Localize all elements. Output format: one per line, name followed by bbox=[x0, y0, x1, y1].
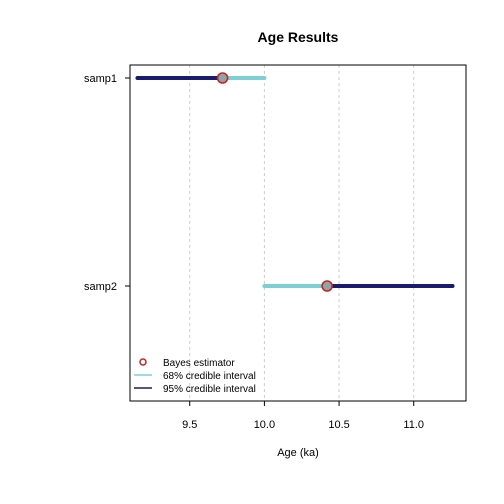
legend-label: 68% credible interval bbox=[163, 371, 256, 382]
y-axis-labels: samp1 samp2 bbox=[84, 73, 130, 293]
estimate-point-samp2 bbox=[321, 280, 333, 292]
x-tick-label: 10.5 bbox=[328, 419, 349, 431]
x-tick-label: 10.0 bbox=[254, 419, 275, 431]
estimate-point-samp1 bbox=[216, 72, 229, 84]
legend: Bayes estimator 68% credible interval 95% … bbox=[134, 358, 256, 395]
plot-frame bbox=[129, 64, 467, 402]
y-label-samp2: samp2 bbox=[84, 281, 117, 293]
y-label-samp1: samp1 bbox=[84, 73, 117, 85]
x-axis: 9.5 10.0 10.5 11.0 bbox=[182, 401, 424, 431]
x-tick-label: 11.0 bbox=[403, 419, 424, 431]
legend-swatch-estimate bbox=[139, 358, 147, 366]
estimate-points bbox=[216, 72, 333, 292]
legend-label: 95% credible interval bbox=[163, 384, 256, 395]
chart-title: Age Results bbox=[258, 29, 339, 45]
interval-lines bbox=[135, 76, 455, 288]
x-tick-label: 9.5 bbox=[182, 419, 197, 431]
legend-label: Bayes estimator bbox=[163, 358, 235, 369]
grid-lines bbox=[189, 65, 415, 401]
x-axis-title: Age (ka) bbox=[277, 447, 319, 459]
